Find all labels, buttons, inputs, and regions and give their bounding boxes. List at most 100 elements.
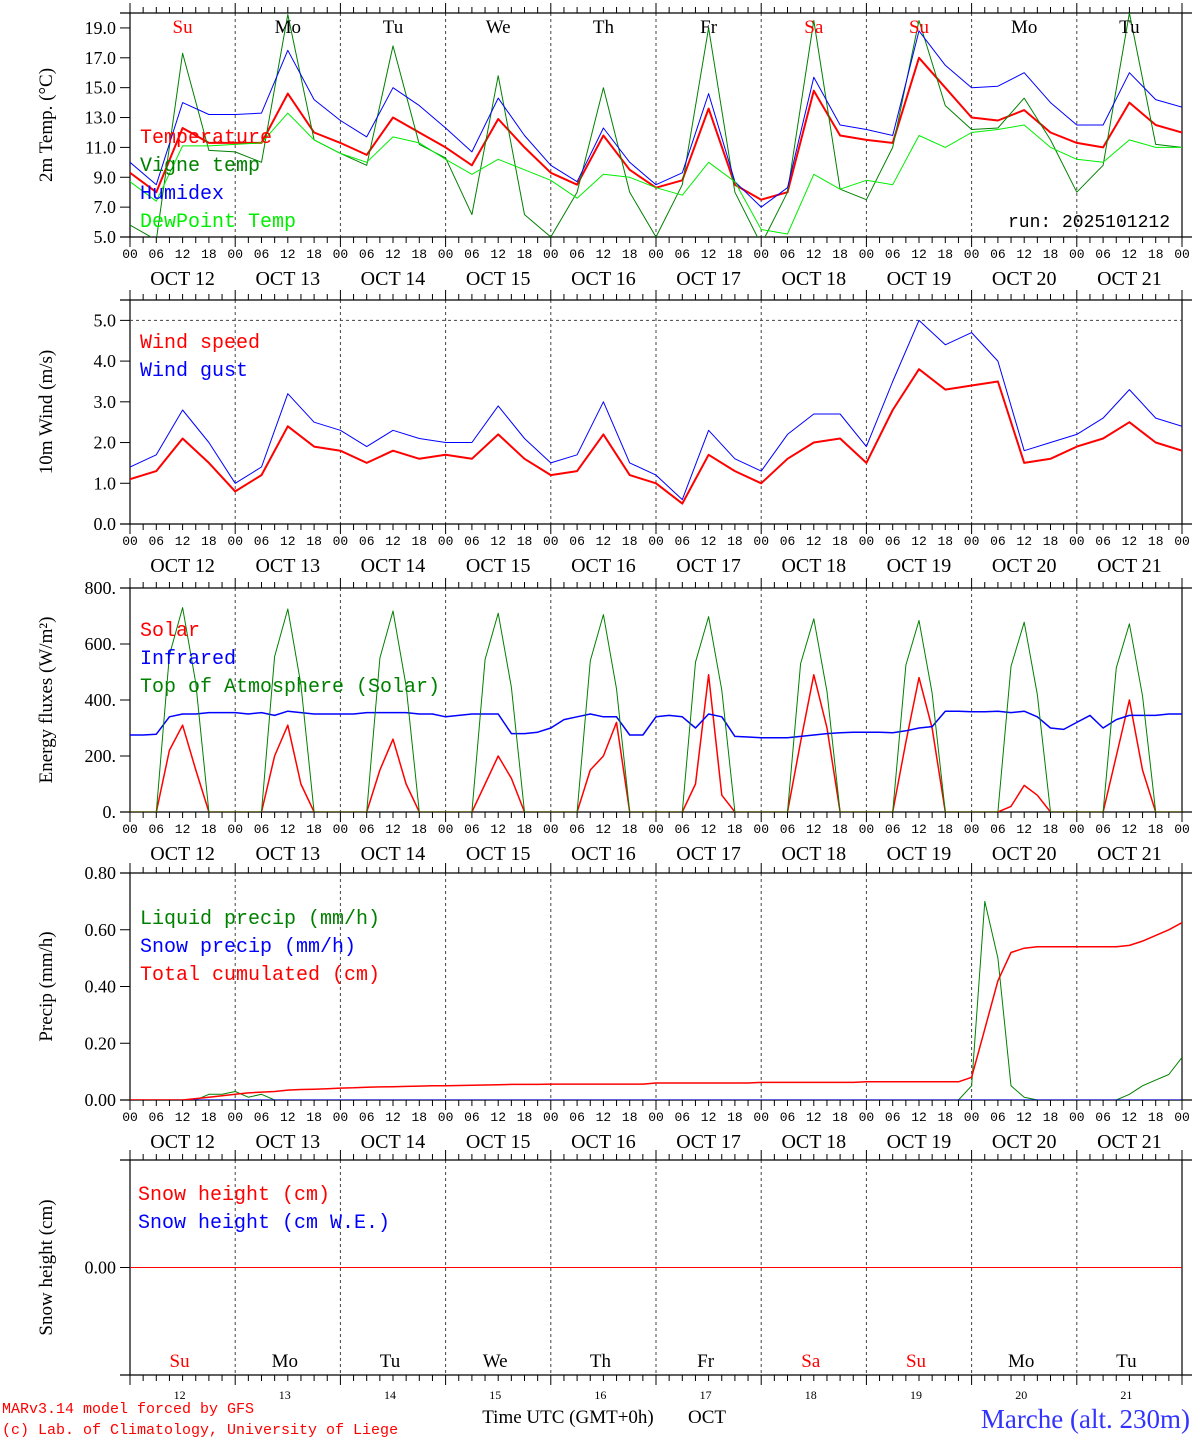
x-hour-label: 18 xyxy=(832,822,848,837)
y-axis-label: Snow height (cm) xyxy=(36,1199,57,1335)
x-hour-label: 12 xyxy=(806,822,822,837)
legend-entry: Snow height (cm) xyxy=(138,1184,330,1207)
y-tick-label: 0.80 xyxy=(85,863,117,883)
y-tick-label: 11.0 xyxy=(85,137,116,157)
x-date-label: OCT 19 xyxy=(887,555,952,577)
y-axis-label: Energy fluxes (W/m²) xyxy=(36,617,57,784)
day-name-label: We xyxy=(486,17,511,38)
y-tick-label: 0.00 xyxy=(85,1090,117,1110)
x-hour-label: 18 xyxy=(201,1110,217,1125)
x-hour-label: 06 xyxy=(569,247,585,262)
x-hour-label: 18 xyxy=(411,1110,427,1125)
x-hour-label: 18 xyxy=(517,247,533,262)
x-hour-label: 06 xyxy=(254,534,270,549)
x-hour-label: 12 xyxy=(490,1110,506,1125)
legend-entry: Liquid precip (mm/h) xyxy=(140,908,380,931)
x-hour-label: 12 xyxy=(701,1110,717,1125)
legend-entry: Vigne temp xyxy=(140,155,260,178)
x-hour-label: 18 xyxy=(1148,247,1164,262)
y-tick-label: 0.0 xyxy=(94,514,117,534)
legend-entry: Temperature xyxy=(140,127,272,150)
day-name-label: Mo xyxy=(1008,1351,1034,1372)
model-credit: MARv3.14 model forced by GFS xyxy=(2,1401,254,1418)
x-hour-label: 12 xyxy=(280,822,296,837)
x-hour-label: 18 xyxy=(622,822,638,837)
x-hour-label: 06 xyxy=(148,1110,164,1125)
y-tick-label: 13.0 xyxy=(85,108,117,128)
x-hour-label: 06 xyxy=(990,247,1006,262)
x-hour-label: 00 xyxy=(859,1110,875,1125)
x-date-label: OCT 15 xyxy=(466,268,531,290)
x-date-label: OCT 20 xyxy=(992,555,1057,577)
x-date-label: OCT 12 xyxy=(150,555,215,577)
x-hour-label: 00 xyxy=(1069,822,1085,837)
x-hour-label: 18 xyxy=(832,534,848,549)
day-name-label: Su xyxy=(909,17,930,38)
x-hour-label: 18 xyxy=(937,247,953,262)
x-hour-label: 18 xyxy=(411,822,427,837)
x-hour-label: 12 xyxy=(1122,1110,1138,1125)
x-hour-label: 12 xyxy=(1122,822,1138,837)
x-hour-label: 12 xyxy=(385,1110,401,1125)
x-date-label: OCT 18 xyxy=(781,268,846,290)
day-number-label: 18 xyxy=(805,1388,817,1402)
y-tick-label: 0.60 xyxy=(85,920,117,940)
legend-entry: Snow height (cm W.E.) xyxy=(138,1212,390,1235)
x-hour-label: 00 xyxy=(227,534,243,549)
series-line-wind-speed xyxy=(130,368,1182,505)
x-hour-label: 00 xyxy=(859,534,875,549)
x-hour-label: 00 xyxy=(122,247,138,262)
x-hour-label: 12 xyxy=(911,534,927,549)
day-name-label: Fr xyxy=(697,1351,715,1372)
x-date-label: OCT 17 xyxy=(676,1131,741,1153)
day-name-label: Su xyxy=(173,17,194,38)
day-name-label: Su xyxy=(170,1351,191,1372)
x-hour-label: 00 xyxy=(964,822,980,837)
day-name-label: Tu xyxy=(1119,17,1140,38)
x-hour-label: 06 xyxy=(359,822,375,837)
x-hour-label: 12 xyxy=(175,1110,191,1125)
x-hour-label: 12 xyxy=(806,534,822,549)
day-name-label: Th xyxy=(593,17,615,38)
x-hour-label: 18 xyxy=(306,822,322,837)
x-hour-label: 06 xyxy=(464,247,480,262)
series-group xyxy=(130,900,1182,1100)
y-tick-label: 5.0 xyxy=(94,227,117,247)
x-hour-label: 00 xyxy=(122,822,138,837)
x-hour-label: 00 xyxy=(753,822,769,837)
x-date-label: OCT 12 xyxy=(150,843,215,865)
x-hour-label: 12 xyxy=(490,247,506,262)
x-date-label: OCT 13 xyxy=(255,1131,320,1153)
y-tick-label: 4.0 xyxy=(94,351,117,371)
x-hour-label: 00 xyxy=(543,822,559,837)
y-tick-label: 2.0 xyxy=(94,433,117,453)
x-hour-label: 12 xyxy=(175,247,191,262)
x-date-label: OCT 19 xyxy=(887,843,952,865)
panel-snow: 0.00 Snow height (cm) Snow height (cm W.E.… xyxy=(36,1150,1192,1385)
x-hour-label: 06 xyxy=(990,822,1006,837)
series-line-liquid-precip-mm-h xyxy=(130,900,1182,1100)
x-hour-label: 00 xyxy=(543,247,559,262)
x-hour-label: 12 xyxy=(490,822,506,837)
legend-entry: Wind gust xyxy=(140,360,248,383)
x-hour-label: 18 xyxy=(832,247,848,262)
x-date-label: OCT 17 xyxy=(676,555,741,577)
x-hour-label: 00 xyxy=(648,822,664,837)
x-hour-label: 12 xyxy=(701,534,717,549)
x-hour-label: 00 xyxy=(333,247,349,262)
x-hour-label: 18 xyxy=(1043,534,1059,549)
x-date-label: OCT 21 xyxy=(1097,555,1162,577)
legend-entry: Top of Atmosphere (Solar) xyxy=(140,676,440,699)
x-date-label: OCT 16 xyxy=(571,843,636,865)
x-date-label: OCT 18 xyxy=(781,843,846,865)
x-hour-label: 00 xyxy=(1069,247,1085,262)
x-hour-label: 00 xyxy=(333,822,349,837)
day-name-label: Th xyxy=(590,1351,612,1372)
x-hour-label: 12 xyxy=(911,247,927,262)
x-hour-label: 00 xyxy=(333,534,349,549)
x-hour-label: 12 xyxy=(280,1110,296,1125)
x-date-label: OCT 16 xyxy=(571,268,636,290)
x-hour-label: 00 xyxy=(753,247,769,262)
y-tick-label: 0.20 xyxy=(85,1033,117,1053)
x-hour-label: 18 xyxy=(727,1110,743,1125)
